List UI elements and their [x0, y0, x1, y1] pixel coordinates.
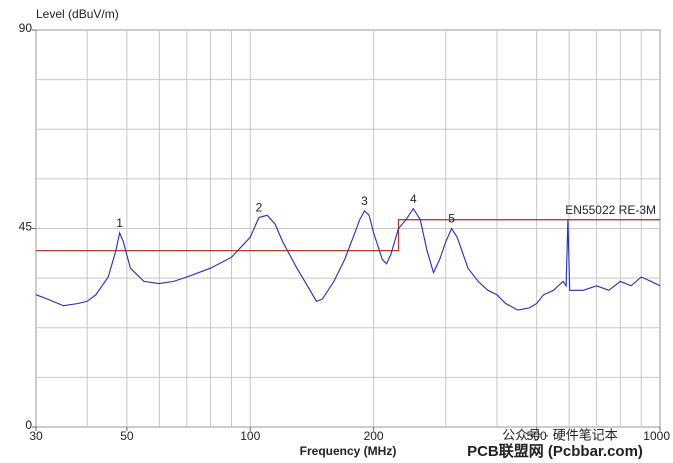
watermark: 公众号 · 硬件笔记本: [502, 427, 618, 442]
series-line: [35, 207, 661, 311]
watermark: PCB联盟网 (Pcbbar.com): [467, 443, 643, 460]
x-tick-label: 100: [240, 429, 260, 443]
x-tick-label: 50: [120, 429, 134, 443]
series-line: [36, 219, 660, 252]
marker-label: 1: [116, 216, 123, 230]
x-tick-label: 500: [527, 429, 547, 443]
marker-label: 5: [448, 212, 455, 226]
marker-label: 3: [361, 194, 368, 208]
marker-label: 2: [256, 201, 263, 215]
x-tick-label: 1000: [643, 429, 670, 443]
x-tick-label: 30: [29, 429, 43, 443]
y-tick-label: 90: [19, 21, 33, 35]
x-tick-label: 200: [364, 429, 384, 443]
y-tick-label: 45: [19, 220, 33, 234]
y-tick-label: 0: [25, 418, 32, 432]
series-label: EN55022 RE-3M: [565, 203, 656, 217]
x-axis-label: Frequency (MHz): [300, 444, 397, 458]
y-axis-label: Level (dBuV/m): [36, 7, 119, 21]
marker-label: 4: [410, 192, 417, 206]
